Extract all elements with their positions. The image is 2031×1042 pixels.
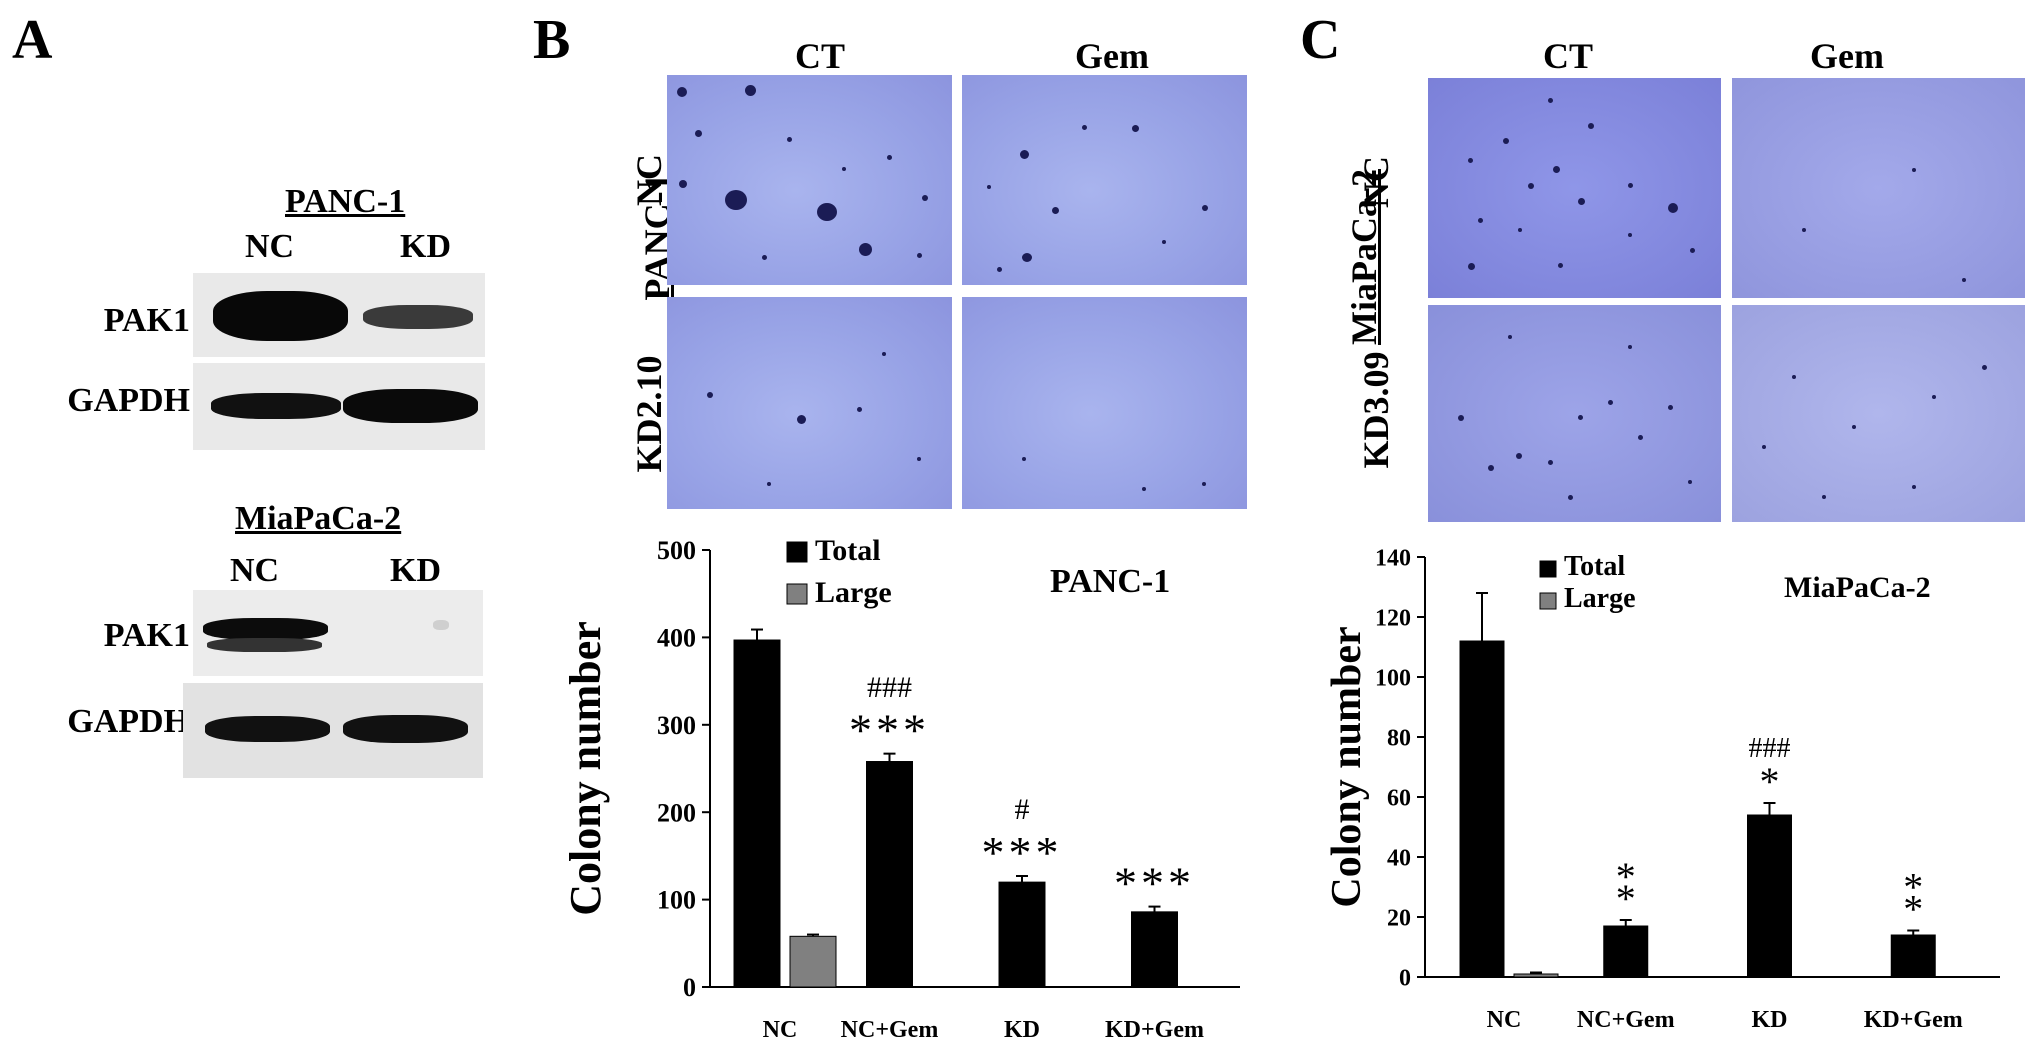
y-tick-label: 100 (657, 886, 696, 915)
x-tick-label: KD (1752, 1007, 1788, 1033)
legend-label: Total (1564, 551, 1625, 582)
bar (1131, 911, 1178, 988)
y-tick-label: 300 (657, 711, 696, 740)
significance-mark: *** (982, 827, 1063, 878)
bar (789, 935, 837, 988)
blot-row-pak1-2: PAK1 (103, 617, 190, 654)
chart-title: MiaPaCa-2 (1784, 571, 1931, 604)
blot-lane-nc-2: NC (230, 552, 280, 589)
blot-row-gapdh: GAPDH (67, 382, 190, 419)
y-tick-label: 80 (1387, 725, 1411, 751)
significance-mark: * (1903, 865, 1923, 910)
significance-mark: * (1760, 759, 1780, 804)
blot-gapdh-miapaca (183, 683, 483, 778)
blot-gapdh-panc1 (193, 363, 485, 450)
bar (866, 761, 913, 988)
blot-lane-kd: KD (400, 228, 451, 265)
y-tick-label: 200 (657, 798, 696, 827)
blot-title-panc1: PANC-1 (285, 183, 406, 220)
row-label-kd-c: KD3.09 (1356, 351, 1396, 469)
micrograph-miapaca-kd-gem (1732, 305, 2025, 522)
blot-lane-kd-2: KD (390, 552, 441, 589)
micrograph-miapaca-nc-gem (1732, 78, 2025, 298)
panel-letter-a: A (12, 9, 53, 71)
y-tick-label: 60 (1387, 785, 1411, 811)
col-label-ct-c: CT (1543, 36, 1594, 76)
y-tick-label: 40 (1387, 845, 1411, 871)
bar (1513, 973, 1559, 978)
bar-chart-miapaca: 0 20 40 60 80 100 120 140 Colony number MiaPaCa-2… (1324, 545, 2000, 1033)
significance-mark: *** (1114, 858, 1195, 909)
micrograph-panc1-kd-gem (962, 297, 1247, 509)
panel-letter-b: B (533, 9, 571, 71)
bar (1747, 814, 1792, 978)
row-label-nc-c: NC (1356, 156, 1396, 208)
x-tick-label: NC (763, 1017, 798, 1042)
significance-mark: * (1903, 887, 1923, 932)
micrograph-miapaca-nc-ct (1428, 78, 1721, 298)
significance-mark: * (1616, 854, 1636, 899)
legend-swatch (1539, 560, 1557, 578)
blot-lane-nc: NC (245, 228, 295, 265)
panel-letter-c: C (1300, 9, 1341, 71)
bar (1890, 934, 1936, 978)
y-tick-label: 20 (1387, 905, 1411, 931)
significance-mark: ### (867, 671, 912, 704)
significance-mark: ### (1749, 733, 1791, 764)
legend-swatch (1539, 592, 1557, 610)
x-tick-label: NC+Gem (841, 1017, 939, 1042)
blot-pak1-panc1 (193, 273, 485, 357)
blot-title-miapaca: MiaPaCa-2 (235, 500, 402, 537)
x-tick-label: NC (1487, 1007, 1522, 1033)
col-label-gem-c: Gem (1810, 36, 1884, 76)
col-label-gem: Gem (1075, 36, 1149, 76)
legend-label: Large (815, 576, 892, 609)
legend-label: Large (1564, 583, 1636, 614)
significance-mark: * (1616, 876, 1636, 921)
blot-row-pak1: PAK1 (103, 302, 190, 339)
bar (1459, 640, 1505, 978)
micrograph-panc1-nc-ct (667, 75, 952, 285)
significance-mark: # (1015, 793, 1030, 826)
micrograph-panc1-kd-ct (667, 297, 952, 509)
y-tick-label: 0 (683, 973, 696, 1002)
col-label-ct: CT (795, 36, 846, 76)
micrograph-panc1-nc-gem (962, 75, 1247, 285)
x-tick-label: KD+Gem (1105, 1017, 1204, 1042)
chart-title: PANC-1 (1050, 563, 1170, 600)
row-label-kd: KD2.10 (629, 355, 669, 473)
x-tick-label: KD+Gem (1864, 1007, 1963, 1033)
significance-mark: *** (849, 705, 930, 756)
blot-row-gapdh-2: GAPDH (67, 703, 190, 740)
x-tick-label: NC+Gem (1577, 1007, 1675, 1033)
micrograph-miapaca-kd-ct (1428, 305, 1721, 522)
bar (998, 881, 1046, 988)
legend-swatch (786, 541, 808, 563)
y-tick-label: 120 (1375, 605, 1411, 631)
bar-chart-panc1: 0 100 200 300 400 500 Colony number PANC-1 Total… (561, 534, 1240, 1042)
legend-swatch (786, 583, 808, 605)
y-tick-label: 0 (1399, 965, 1411, 991)
legend-label: Total (815, 534, 881, 567)
y-axis-label: Colony number (561, 621, 610, 916)
bar (1603, 925, 1649, 978)
row-label-nc: NC (629, 154, 669, 206)
y-tick-label: 400 (657, 624, 696, 653)
y-tick-label: 140 (1375, 545, 1411, 571)
y-tick-label: 100 (1375, 665, 1411, 691)
y-tick-label: 500 (657, 536, 696, 565)
bar (733, 639, 781, 988)
x-tick-label: KD (1004, 1017, 1040, 1042)
y-axis-label: Colony number (1324, 626, 1370, 907)
blot-pak1-miapaca (193, 590, 483, 676)
